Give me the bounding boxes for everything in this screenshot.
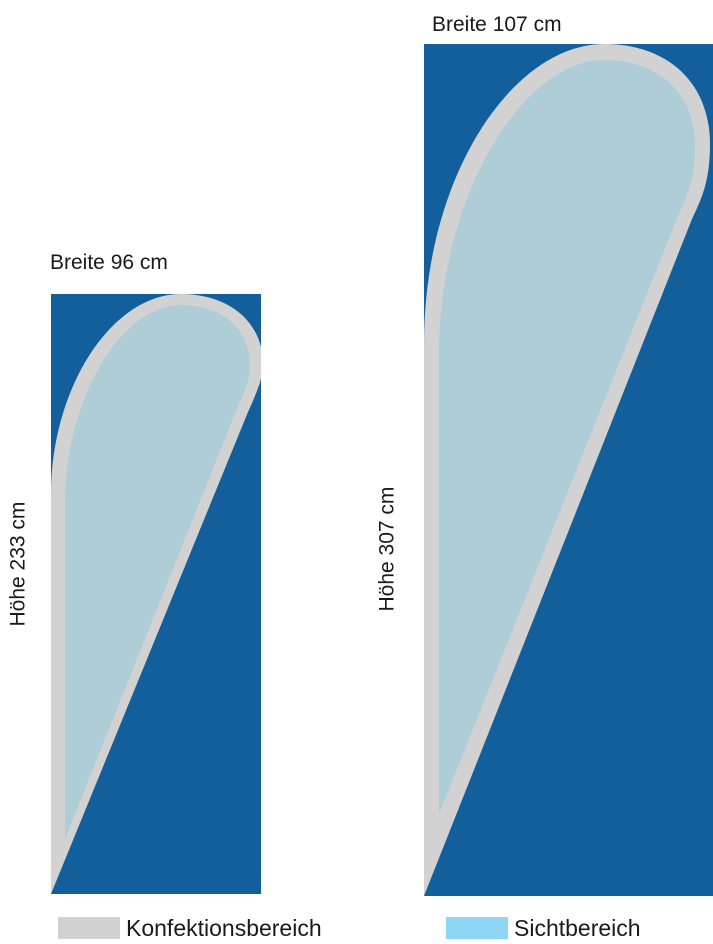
small-flag-sichtbereich (65, 305, 250, 839)
legend-konfektion-swatch (58, 917, 120, 939)
large-flag-height-label: Höhe 307 cm (375, 486, 399, 612)
legend-sicht-label: Sichtbereich (514, 914, 641, 941)
small-flag-diagram (51, 294, 261, 894)
small-flag-height-label: Höhe 233 cm (6, 501, 30, 627)
legend-konfektionsbereich: Konfektionsbereich (58, 914, 322, 942)
legend-sichtbereich: Sichtbereich (446, 914, 641, 942)
large-flag-sichtbereich (439, 60, 695, 814)
large-flag-width-label: Breite 107 cm (432, 13, 562, 36)
small-flag-width-label: Breite 96 cm (50, 251, 168, 274)
large-flag-diagram (424, 44, 713, 896)
legend-sicht-swatch (446, 917, 508, 939)
legend-konfektion-label: Konfektionsbereich (126, 914, 322, 941)
